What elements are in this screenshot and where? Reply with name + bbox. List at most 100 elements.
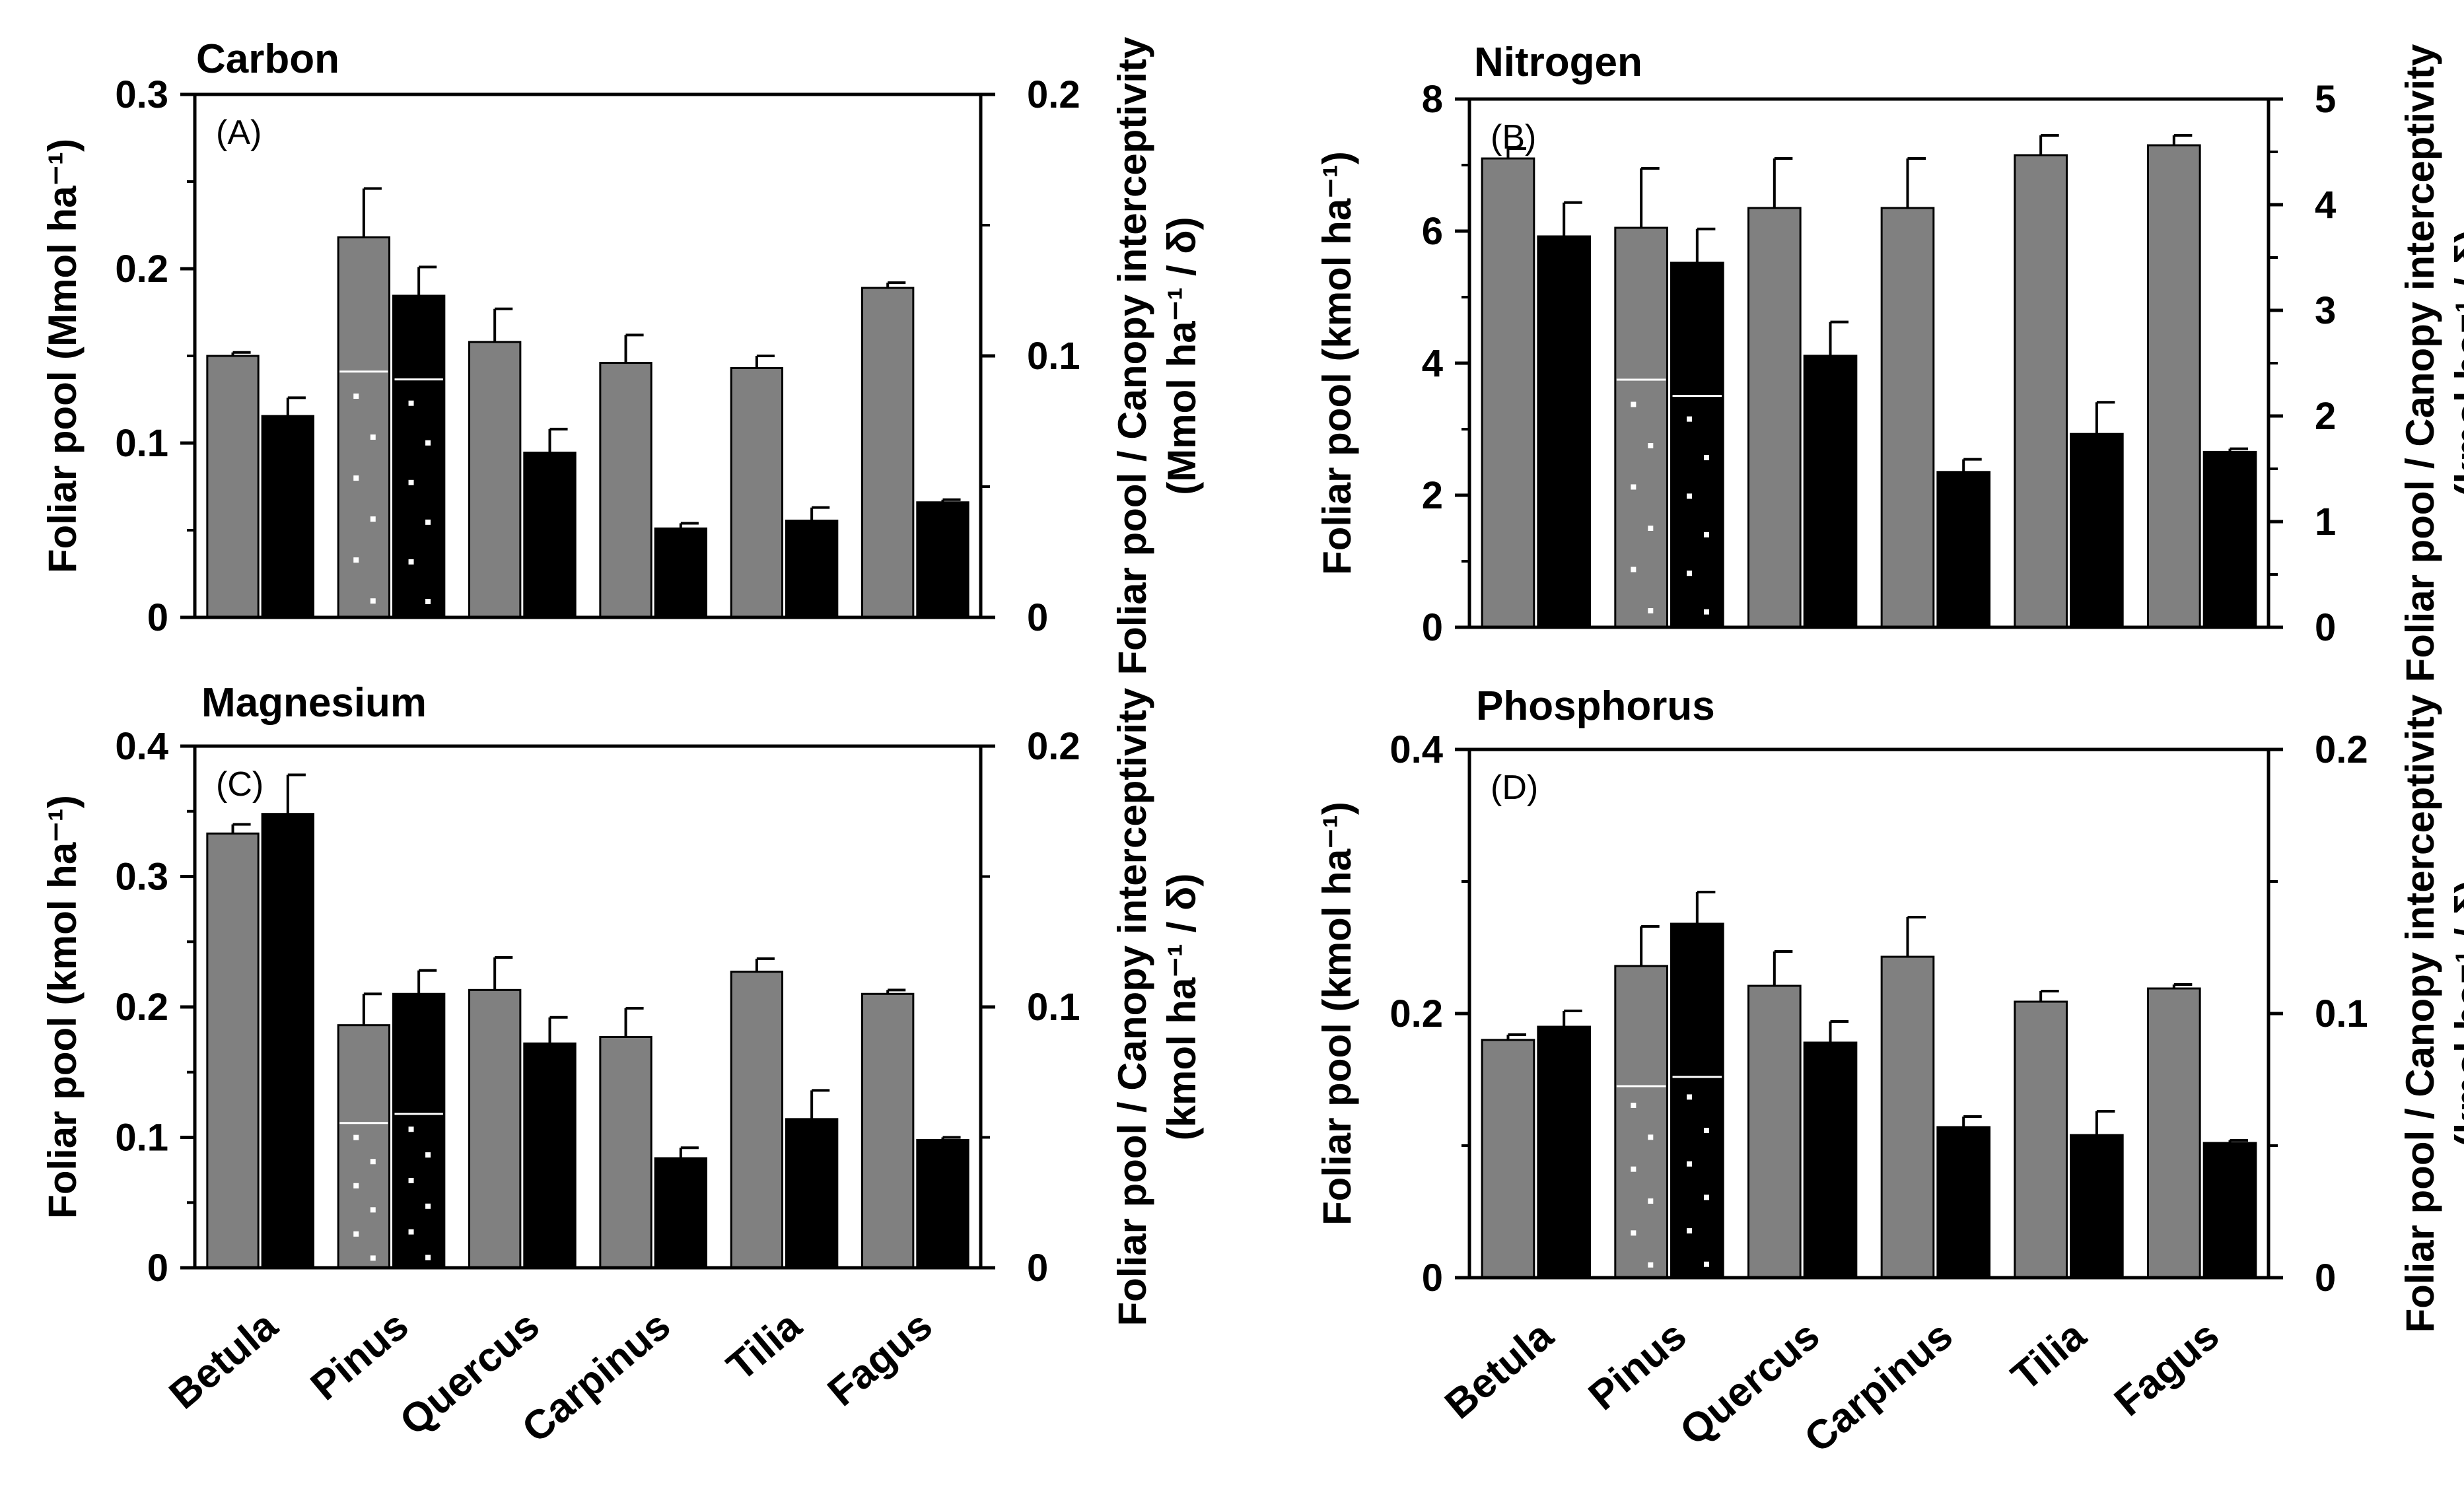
bar-pinus-foliar-pool — [1614, 965, 1668, 1279]
white-dot — [353, 1231, 359, 1237]
white-dot — [370, 434, 376, 440]
right-tick-label: 3 — [2315, 289, 2336, 332]
white-dot — [1704, 532, 1710, 537]
left-tick-label: 0.1 — [115, 1117, 168, 1159]
white-dot — [1704, 1261, 1710, 1267]
white-dot — [408, 479, 414, 485]
left-axis-title: Foliar pool (kmol ha⁻¹) — [1315, 151, 1359, 575]
white-dot — [370, 1159, 376, 1165]
bar-fagus-foliar-pool — [2146, 144, 2201, 629]
left-axis-title: Foliar pool (kmol ha⁻¹) — [1315, 802, 1359, 1226]
bar-pinus-foliar-pool — [337, 1024, 391, 1269]
right-tick-label: 0.1 — [1027, 335, 1080, 378]
white-dot — [1631, 1230, 1637, 1236]
white-dot — [408, 400, 414, 406]
category-label-pinus: Pinus — [1580, 1313, 1695, 1419]
left-tick-label: 6 — [1422, 210, 1443, 253]
bar-tilia-foliar-pool — [730, 366, 784, 619]
bar-carpinus-pool-per-interceptivity — [654, 527, 707, 619]
left-axis-title: Foliar pool (kmol ha⁻¹) — [40, 795, 85, 1219]
left-tick-label: 0.2 — [1390, 992, 1443, 1035]
bar-tilia-pool-per-interceptivity — [785, 519, 839, 619]
category-label-carpinus: Carpinus — [1796, 1313, 1961, 1462]
left-axis-title: Foliar pool (Mmol ha⁻¹) — [40, 139, 85, 573]
bar-fagus-pool-per-interceptivity — [2202, 450, 2257, 629]
right-axis-title-line2: (kmol ha⁻¹ / δ) — [1160, 874, 1204, 1141]
left-tick-label: 0 — [147, 1247, 168, 1290]
white-dot — [408, 1177, 414, 1183]
bar-pinus-foliar-pool — [1614, 226, 1668, 629]
bar-quercus-foliar-pool — [468, 341, 522, 619]
right-tick-label: 0.1 — [1027, 986, 1080, 1029]
bar-pinus-foliar-pool — [337, 236, 391, 619]
left-tick-label: 0.4 — [115, 725, 168, 768]
bar-carpinus-pool-per-interceptivity — [1936, 471, 1991, 629]
white-dot — [425, 440, 431, 446]
bar-tilia-foliar-pool — [730, 971, 784, 1269]
pinus-dot-pattern — [408, 400, 431, 604]
panel-letter: (D) — [1491, 769, 1538, 807]
right-tick-label: 0.2 — [2315, 728, 2368, 771]
white-dot — [1687, 416, 1693, 422]
white-dot — [408, 1229, 414, 1235]
bar-betula-foliar-pool — [206, 832, 260, 1269]
panel-letter: (B) — [1491, 118, 1536, 156]
white-dot — [425, 1203, 431, 1209]
white-dot — [1631, 484, 1637, 490]
white-dot — [353, 393, 359, 399]
bar-pinus-pool-per-interceptivity — [1670, 922, 1724, 1279]
bar-tilia-pool-per-interceptivity — [785, 1118, 839, 1269]
left-tick-label: 0 — [1422, 606, 1443, 649]
bar-fagus-pool-per-interceptivity — [916, 1138, 969, 1269]
bar-quercus-pool-per-interceptivity — [1803, 355, 1858, 629]
white-dot — [1687, 1161, 1693, 1167]
bar-tilia-foliar-pool — [2014, 154, 2068, 629]
category-label-tilia: Tilia — [719, 1303, 810, 1390]
bar-carpinus-foliar-pool — [1880, 955, 1935, 1279]
right-tick-label: 0.2 — [1027, 73, 1080, 116]
right-tick-label: 5 — [2315, 78, 2336, 121]
white-dot — [1648, 608, 1654, 613]
category-label-carpinus: Carpinus — [514, 1303, 679, 1452]
bar-carpinus-foliar-pool — [1880, 207, 1935, 629]
category-label-tilia: Tilia — [2003, 1313, 2095, 1400]
left-tick-label: 0.3 — [115, 856, 168, 899]
right-axis-title-line1: Foliar pool / Canopy interceptivity — [1110, 687, 1154, 1326]
bar-betula-foliar-pool — [1481, 157, 1535, 629]
bar-tilia-foliar-pool — [2014, 1000, 2068, 1279]
pinus-dot-pattern — [408, 1126, 431, 1261]
bar-tilia-pool-per-interceptivity — [2070, 432, 2124, 629]
right-tick-label: 0 — [2315, 1257, 2336, 1299]
right-tick-label: 1 — [2315, 501, 2336, 543]
left-tick-label: 0.2 — [115, 248, 168, 291]
white-dot — [425, 519, 431, 525]
bar-carpinus-pool-per-interceptivity — [1936, 1126, 1991, 1279]
white-dot — [370, 1207, 376, 1213]
right-tick-label: 0.2 — [1027, 725, 1080, 768]
bar-betula-pool-per-interceptivity — [1537, 1025, 1592, 1279]
white-dot — [1648, 1134, 1654, 1140]
left-tick-label: 2 — [1422, 474, 1443, 517]
left-tick-label: 0.3 — [115, 73, 168, 116]
bar-quercus-pool-per-interceptivity — [523, 1042, 577, 1269]
white-dot — [1631, 567, 1637, 572]
white-dot — [1648, 526, 1654, 531]
panel-letter: (A) — [216, 114, 262, 152]
white-dot — [1704, 1194, 1710, 1200]
white-dot — [370, 1255, 376, 1261]
bar-quercus-foliar-pool — [1747, 207, 1802, 629]
white-dot — [1648, 1198, 1654, 1204]
bar-fagus-foliar-pool — [2146, 987, 2201, 1279]
right-tick-label: 0 — [1027, 596, 1048, 639]
white-dot — [1631, 1166, 1637, 1172]
bar-quercus-pool-per-interceptivity — [523, 452, 577, 619]
right-tick-label: 4 — [2315, 184, 2336, 226]
white-dot — [1687, 1228, 1693, 1234]
bar-quercus-foliar-pool — [1747, 984, 1802, 1279]
right-axis-title-line1: Foliar pool / Canopy interceptivity — [2398, 694, 2442, 1332]
right-axis-title-line1: Foliar pool / Canopy interceptivity — [1110, 36, 1154, 675]
category-label-fagus: Fagus — [820, 1303, 941, 1415]
